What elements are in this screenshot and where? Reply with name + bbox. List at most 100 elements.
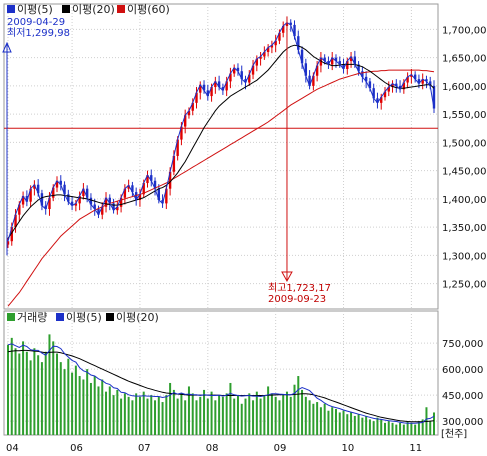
candle-body (338, 61, 341, 65)
candle-body (119, 197, 123, 207)
candle-body (6, 241, 10, 245)
candle-body (10, 227, 13, 242)
volume-legend: 거래량 이평(5) 이평(20) (7, 311, 159, 324)
candle-body (425, 79, 428, 82)
legend-swatch-volume (7, 313, 15, 321)
volume-tick-label: 750,000 (442, 339, 483, 350)
candle-body (331, 57, 334, 65)
candle-body (300, 49, 304, 64)
candle-body (157, 188, 160, 200)
candle-body (55, 180, 59, 188)
volume-unit-label: [천주] (441, 428, 467, 440)
volume-tick-label: 600,000 (442, 365, 483, 376)
candle-body (123, 188, 127, 198)
candle-body (357, 64, 360, 72)
low-marker-arrow (2, 41, 12, 53)
candle-body (52, 187, 55, 198)
candle-body (383, 91, 387, 98)
x-tick-label: 11 (409, 443, 422, 454)
candle-body (187, 110, 191, 116)
candle-body (417, 79, 421, 84)
volume-ma5-line (7, 343, 435, 424)
volume-tick-label: 300,000 (442, 417, 483, 428)
candle-body (82, 188, 85, 197)
legend-swatch-ma60 (117, 5, 125, 13)
candle-body (413, 74, 417, 80)
candle-body (176, 139, 179, 156)
price-tick-label: 1,700,00 (442, 25, 487, 36)
legend-label-vol-ma5: 이평(5) (66, 311, 102, 324)
legend-swatch-vol-ma20 (106, 313, 114, 321)
low-value-label: 최저1,299,98 (7, 27, 70, 39)
candle-body (334, 57, 338, 62)
candle-body (244, 79, 247, 83)
candle-body (70, 201, 74, 206)
candle-body (221, 87, 225, 91)
candle-body (297, 36, 300, 50)
candle-body (395, 83, 398, 86)
candle-body (368, 81, 372, 89)
candle-body (429, 81, 432, 86)
candle-body (210, 87, 213, 97)
price-tick-label: 1,400,00 (442, 195, 487, 206)
candle-body (112, 203, 115, 211)
candle-body (104, 197, 108, 207)
candle-body (36, 184, 40, 194)
candle-body (21, 196, 25, 205)
candle-body (229, 73, 232, 82)
candle-body (202, 84, 206, 91)
candle-body (67, 194, 70, 202)
price-tick-label: 1,300,00 (442, 251, 487, 262)
candle-body (153, 180, 157, 189)
volume-tick-label: 450,000 (442, 391, 483, 402)
candle-body (236, 67, 240, 72)
candle-body (150, 175, 153, 181)
candle-body (59, 180, 62, 185)
candle-body (323, 57, 326, 62)
candle-body (315, 65, 319, 76)
candle-body (165, 188, 168, 204)
candle-body (25, 196, 29, 202)
price-tick-label: 1,600,00 (442, 82, 487, 93)
price-tick-label: 1,500,00 (442, 138, 487, 149)
candle-body (248, 74, 251, 83)
legend-label-ma5: 이평(5) (17, 3, 53, 16)
legend-swatch-ma5 (7, 5, 15, 13)
candle-body (282, 26, 285, 33)
candle-body (263, 52, 266, 57)
candle-body (376, 98, 379, 103)
candle-body (191, 102, 194, 111)
candle-body (327, 61, 330, 65)
candle-body (180, 126, 183, 140)
x-tick-label: 07 (138, 443, 151, 454)
candle-body (349, 56, 353, 62)
candle-body (308, 75, 311, 86)
legend-label-volume: 거래량 (17, 311, 47, 324)
candle-body (33, 184, 36, 189)
candle-body (89, 197, 93, 205)
candle-body (270, 45, 274, 48)
legend-swatch-ma20 (62, 5, 70, 13)
candle-body (274, 40, 277, 46)
candle-body (406, 76, 409, 83)
candle-body (146, 175, 149, 184)
candle-body (116, 206, 119, 211)
candle-body (134, 192, 138, 200)
candle-body (97, 209, 100, 215)
price-tick-label: 1,650,00 (442, 54, 487, 65)
candle-body (195, 92, 198, 103)
x-tick-label: 08 (206, 443, 219, 454)
candle-body (85, 188, 89, 198)
candle-body (372, 88, 375, 99)
candle-body (402, 82, 406, 90)
candle-body (364, 76, 368, 82)
high-value-label: 최고1,723,17 (268, 282, 331, 294)
x-tick-label: 10 (342, 443, 355, 454)
candle-body (259, 56, 262, 59)
candle-body (255, 58, 259, 66)
candle-body (380, 97, 383, 103)
candle-body (319, 57, 323, 66)
candle-body (29, 188, 32, 202)
candle-body (183, 115, 187, 127)
candle-body (172, 155, 176, 172)
